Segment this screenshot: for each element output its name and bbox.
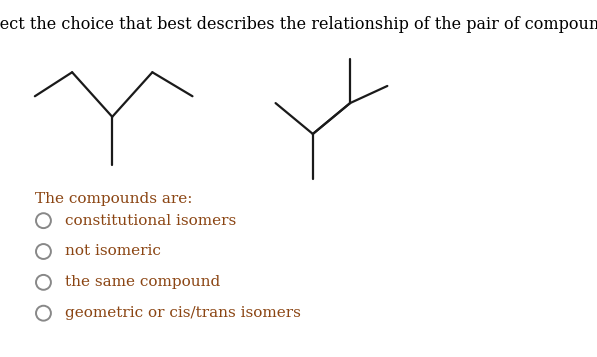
Text: the same compound: the same compound: [65, 275, 220, 289]
Text: geometric or cis/trans isomers: geometric or cis/trans isomers: [65, 306, 301, 320]
Text: not isomeric: not isomeric: [65, 245, 161, 258]
Text: constitutional isomers: constitutional isomers: [65, 213, 236, 228]
Text: The compounds are:: The compounds are:: [35, 192, 192, 206]
Text: Select the choice that best describes the relationship of the pair of compounds.: Select the choice that best describes th…: [0, 16, 597, 33]
